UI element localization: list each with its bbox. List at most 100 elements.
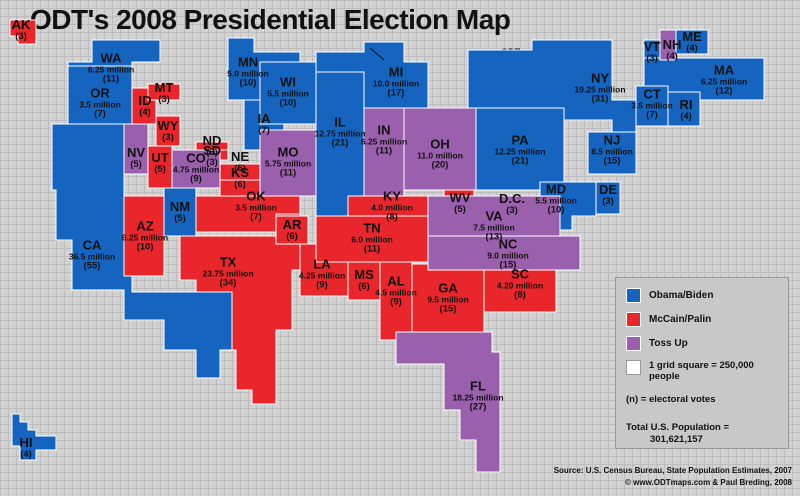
state-abbr: AZ	[136, 218, 154, 234]
state-label-vt: VT (3)	[644, 40, 661, 64]
state-abbr: MI	[388, 64, 404, 80]
state-label-mi: MI 10.0 million (17)	[373, 66, 419, 99]
state-shape-mi	[315, 41, 429, 109]
state-label-pa: PA 12.25 million (21)	[494, 134, 545, 167]
state-abbr: NV	[126, 145, 146, 161]
state-label-ky: KY 4.0 million (8)	[371, 190, 413, 223]
state-label-me: ME (4)	[682, 30, 702, 54]
state-abbr: NC	[498, 236, 518, 252]
state-electoral-votes: (21)	[511, 155, 529, 167]
state-electoral-votes: (11)	[279, 167, 297, 179]
state-electoral-votes: (5)	[154, 163, 166, 175]
legend-obama-label: Obama/Biden	[649, 290, 714, 302]
state-abbr: TX	[219, 254, 237, 270]
state-electoral-votes: (5)	[454, 203, 466, 215]
source-note: Source: U.S. Census Bureau, State Popula…	[553, 466, 792, 475]
legend-mccain-label: McCain/Palin	[649, 314, 712, 326]
state-label-nh: NH (4)	[663, 38, 682, 62]
state-population: 10.0 million	[372, 78, 420, 89]
state-label-az: AZ 6.25 million (10)	[122, 220, 168, 253]
state-label-va: VA 7.5 million (13)	[473, 210, 515, 243]
state-label-al: AL 4.5 million (9)	[375, 275, 417, 308]
state-abbr: DE	[598, 182, 618, 198]
state-electoral-votes: (15)	[439, 303, 457, 315]
state-label-wi: WI 5.5 million (10)	[267, 76, 309, 109]
state-abbr: MN	[237, 54, 259, 70]
state-population: 9.5 million	[427, 294, 469, 305]
state-population: 18.25 million	[452, 392, 504, 403]
state-label-nj: NJ 8.5 million (15)	[591, 134, 633, 167]
state-abbr: OR	[90, 85, 110, 101]
state-label-or: OR 3.5 million (7)	[79, 87, 121, 120]
state-label-fl: FL 18.25 million (27)	[452, 380, 503, 413]
state-population: 6.25 million	[121, 232, 169, 243]
state-electoral-votes: (5)	[234, 162, 246, 174]
legend-grid: 1 grid square = 250,000 people	[626, 360, 769, 382]
state-electoral-votes: (6)	[358, 280, 370, 292]
state-shape-oh	[403, 107, 477, 191]
state-electoral-votes: (3)	[158, 93, 170, 105]
state-population: 6.25 million	[700, 76, 748, 87]
state-population: 12.25 million	[494, 146, 546, 157]
state-abbr: AK	[11, 17, 31, 33]
state-electoral-votes: (5)	[130, 158, 142, 170]
state-abbr: PA	[511, 132, 529, 148]
state-electoral-votes: (3)	[206, 146, 218, 158]
state-electoral-votes: (10)	[279, 97, 297, 109]
state-label-ms: MS (6)	[354, 268, 374, 292]
state-abbr: WA	[100, 50, 122, 66]
state-abbr: ME	[682, 29, 702, 45]
state-label-nc: NC 9.0 million (15)	[487, 238, 529, 271]
legend-grid-label: 1 grid square = 250,000 people	[649, 360, 754, 382]
state-population: 5.75 million	[264, 158, 312, 169]
state-electoral-votes: (4)	[686, 42, 698, 54]
state-abbr: NE	[230, 149, 250, 165]
state-population: 5.0 million	[227, 68, 269, 79]
state-shape-wy	[155, 115, 181, 147]
state-shape-tx	[179, 213, 301, 405]
state-label-ga: GA 9.5 million (15)	[427, 282, 469, 315]
state-electoral-votes: (17)	[387, 87, 405, 99]
state-shape-ri	[667, 91, 701, 127]
legend-toss: Toss Up	[626, 336, 688, 351]
state-abbr: OH	[430, 136, 450, 152]
state-label-wa: WA 6.25 million (11)	[88, 52, 134, 85]
grid-swatch	[626, 360, 641, 375]
state-population: 5.5 million	[535, 195, 577, 206]
state-electoral-votes: (15)	[603, 155, 621, 167]
state-shape-nh	[659, 29, 677, 61]
state-population: 8.5 million	[591, 146, 633, 157]
legend-panel: Obama/Biden McCain/Palin Toss Up 1 grid …	[615, 277, 789, 449]
state-electoral-votes: (7)	[250, 211, 262, 223]
state-label-dc: D.C. (3)	[499, 192, 525, 216]
state-label-wv: WV (5)	[450, 191, 471, 215]
state-population: 23.75 million	[202, 268, 254, 279]
state-label-md: MD 5.5 million (10)	[535, 183, 577, 216]
state-label-ak: AK (3)	[12, 18, 31, 42]
state-abbr: TN	[363, 220, 381, 236]
state-electoral-votes: (3)	[506, 204, 518, 216]
state-electoral-votes: (3)	[206, 156, 218, 168]
state-label-ct: CT 3.5 million (7)	[631, 88, 673, 121]
state-electoral-votes: (4)	[666, 50, 678, 62]
state-label-ri: RI (4)	[680, 98, 693, 122]
state-label-ne: NE (5)	[231, 150, 249, 174]
state-shape-nj	[587, 131, 637, 175]
state-shape-in	[363, 107, 405, 197]
state-electoral-votes: (3)	[162, 131, 174, 143]
state-abbr: SC	[510, 266, 530, 282]
legend-ev-note: (n) = electoral votes	[626, 394, 716, 405]
state-population: 4.20 million	[496, 280, 544, 291]
state-shape-nc	[427, 235, 581, 271]
state-label-sd: SD (3)	[203, 144, 221, 168]
state-abbr: MO	[277, 144, 299, 160]
state-population: 6.25 million	[360, 136, 408, 147]
state-abbr: IL	[334, 114, 346, 130]
state-abbr: AL	[387, 273, 405, 289]
state-abbr: MT	[154, 80, 174, 96]
state-population: 11.0 million	[417, 150, 463, 161]
state-electoral-votes: (11)	[102, 73, 120, 85]
state-abbr: VA	[485, 208, 503, 224]
